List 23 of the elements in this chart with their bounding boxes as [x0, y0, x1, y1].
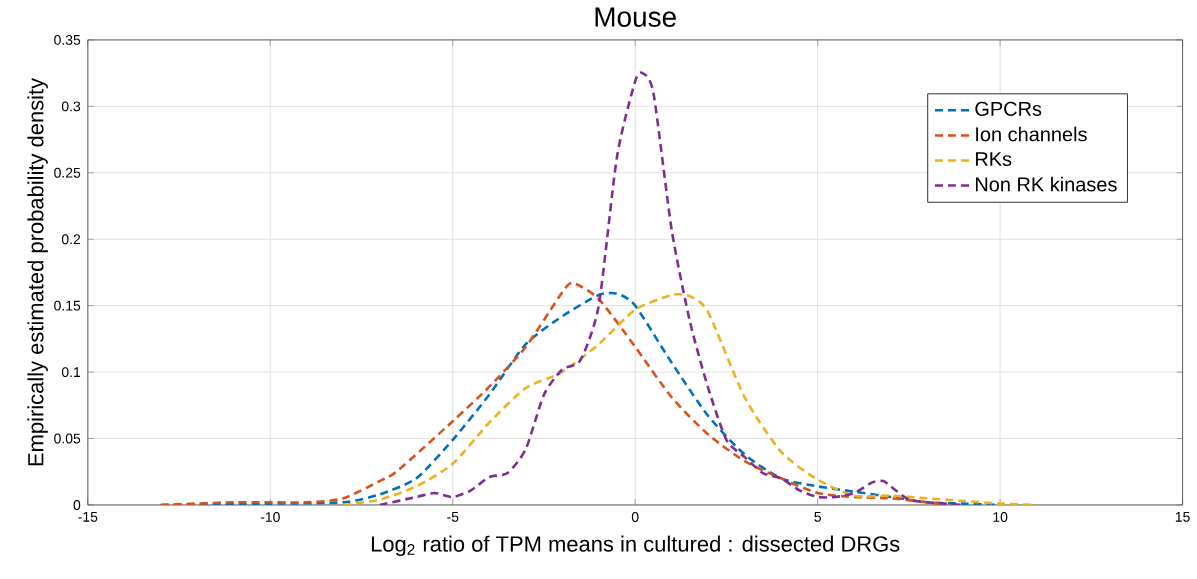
y-tick-label: 0.2	[61, 234, 81, 245]
y-tick-label: 0.15	[54, 300, 81, 311]
x-tick-label: 0	[631, 512, 639, 522]
x-tick-label: -15	[78, 512, 98, 522]
legend-label: Ion channels	[976, 126, 1087, 142]
y-tick-label: 0.25	[54, 167, 81, 178]
chart-title: Mouse	[595, 7, 676, 27]
line-series	[341, 293, 1038, 506]
y-axis-title: Empirically estimated probability density	[27, 78, 48, 466]
legend-label: RKs	[975, 152, 1012, 167]
x-axis-title: Log$_{2}$ ratio of TPM means in cultured : dissected DRGs	[371, 535, 900, 557]
y-tick-label: 0	[73, 500, 81, 510]
y-tick-label: 0.35	[54, 35, 81, 45]
legend-label: GPCRs	[975, 101, 1042, 116]
x-tick-label: 15	[1175, 512, 1190, 522]
y-tick-label: 0.1	[61, 367, 81, 378]
y-tick-label: 0.3	[61, 101, 81, 112]
y-tick-label: 0.05	[54, 433, 81, 444]
x-tick-label: -10	[260, 512, 280, 522]
legend-label: Non RK kinases	[975, 176, 1117, 192]
x-tick-label: 5	[814, 512, 821, 522]
x-tick-label: 10	[993, 512, 1008, 522]
x-tick-label: -5	[447, 512, 459, 522]
